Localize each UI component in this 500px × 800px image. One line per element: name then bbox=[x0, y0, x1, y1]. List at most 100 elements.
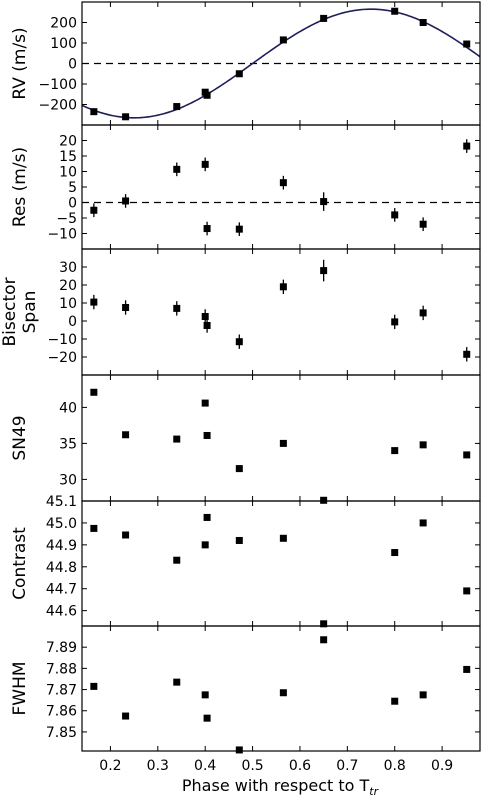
res-ytick-label: −10 bbox=[47, 227, 77, 243]
bis-ytick-label: 10 bbox=[59, 296, 77, 312]
x-tick-label: 0.9 bbox=[431, 758, 453, 774]
fwhm-data-point bbox=[173, 678, 181, 686]
res-data-point bbox=[235, 225, 243, 233]
rv-data-point bbox=[173, 103, 181, 111]
res-ytick-label: 20 bbox=[59, 134, 77, 150]
bis-data-point bbox=[201, 313, 209, 320]
res-data-point bbox=[203, 225, 211, 233]
fwhm-data-point bbox=[201, 691, 209, 699]
rv-data-point bbox=[463, 40, 471, 48]
x-axis-label-main: Phase with respect to T bbox=[182, 776, 370, 795]
con-data-point bbox=[203, 513, 211, 521]
con-data-point bbox=[279, 534, 287, 542]
con-ytick-label: 44.7 bbox=[46, 582, 77, 598]
sn-data-point bbox=[235, 465, 243, 473]
fwhm-ytick-label: 7.87 bbox=[46, 683, 77, 699]
res-data-point bbox=[122, 197, 130, 205]
bis-ytick-label: 20 bbox=[59, 278, 77, 294]
res-data-point bbox=[201, 160, 209, 168]
x-tick-label: 0.4 bbox=[194, 758, 216, 774]
sn-data-point bbox=[391, 447, 399, 455]
fwhm-data-point bbox=[279, 689, 287, 697]
x-tick-label: 0.3 bbox=[147, 758, 169, 774]
sn-data-point bbox=[320, 496, 328, 504]
rv-ytick-label: −200 bbox=[39, 98, 77, 114]
con-ytick-label: 45.1 bbox=[46, 494, 77, 510]
res-y-axis-label: Res (m/s) bbox=[10, 147, 30, 227]
sn-data-point bbox=[203, 431, 211, 439]
bis-data-point bbox=[279, 283, 287, 291]
bis-data-point bbox=[419, 309, 427, 317]
bis-ytick-label: 0 bbox=[68, 314, 77, 330]
panel-bis: −20 −10 0 10 20 30 Bisector Span bbox=[0, 248, 481, 376]
sn-data-point bbox=[173, 435, 181, 443]
panel-sn: 30 35 40 SN49 bbox=[10, 374, 481, 504]
fwhm-ytick-label: 7.86 bbox=[46, 704, 77, 720]
x-axis: 0.2 0.3 0.4 0.5 0.6 0.7 0.8 0.9 bbox=[99, 758, 453, 774]
x-tick-label: 0.2 bbox=[99, 758, 121, 774]
res-ytick-label: 15 bbox=[59, 149, 77, 165]
fwhm-ytick-label: 7.89 bbox=[46, 640, 77, 656]
rv-ytick-label: −100 bbox=[39, 77, 77, 93]
con-data-point bbox=[463, 587, 471, 595]
rv-ytick-label: 100 bbox=[50, 36, 77, 52]
res-data-point bbox=[173, 165, 181, 173]
fwhm-data-point bbox=[320, 636, 328, 644]
sn-ytick-label: 35 bbox=[59, 436, 77, 452]
rv-data-point bbox=[391, 7, 399, 15]
res-data-point bbox=[463, 142, 471, 150]
sn-frame bbox=[81, 374, 481, 502]
con-data-point bbox=[122, 531, 130, 539]
bis-data-point bbox=[90, 298, 98, 306]
con-y-axis-label: Contrast bbox=[10, 527, 30, 600]
sn-data-point bbox=[279, 439, 287, 447]
res-data-point bbox=[320, 198, 328, 206]
sn-data-point bbox=[122, 431, 130, 439]
x-axis-label-sub: tr bbox=[369, 785, 379, 798]
fwhm-data-point bbox=[391, 697, 399, 705]
x-tick-label: 0.5 bbox=[241, 758, 263, 774]
res-data-point bbox=[419, 220, 427, 228]
con-data-point bbox=[173, 556, 181, 564]
res-data-point bbox=[279, 179, 287, 187]
sn-data-point bbox=[201, 399, 209, 407]
bis-data-point bbox=[235, 338, 243, 346]
bis-y-axis-label: Span bbox=[20, 291, 40, 334]
fwhm-frame bbox=[81, 625, 481, 752]
bis-data-point bbox=[173, 304, 181, 312]
con-ytick-label: 44.9 bbox=[46, 538, 77, 554]
fwhm-data-point bbox=[203, 714, 211, 722]
res-ytick-label: −5 bbox=[56, 211, 77, 227]
fwhm-ytick-label: 7.85 bbox=[46, 725, 77, 741]
con-ytick-label: 45.0 bbox=[46, 516, 77, 532]
bis-data-point bbox=[203, 322, 211, 329]
bis-data-point bbox=[122, 304, 130, 311]
fwhm-data-point bbox=[235, 746, 243, 754]
bis-ytick-label: −10 bbox=[47, 332, 77, 348]
bis-data-point bbox=[391, 318, 399, 326]
res-ytick-label: 0 bbox=[68, 196, 77, 212]
res-data-point bbox=[90, 206, 98, 214]
bis-ytick-label: 30 bbox=[59, 260, 77, 276]
con-ytick-label: 44.8 bbox=[46, 560, 77, 576]
fwhm-data-point bbox=[463, 665, 471, 673]
fwhm-data-point bbox=[90, 682, 98, 690]
res-ytick-label: 5 bbox=[68, 180, 77, 196]
x-tick-label: 0.8 bbox=[384, 758, 406, 774]
panel-rv: −200 −100 0 100 200 RV (m/s) bbox=[10, 1, 481, 126]
sn-ytick-label: 30 bbox=[59, 472, 77, 488]
sn-y-axis-label: SN49 bbox=[10, 415, 30, 460]
con-data-point bbox=[201, 541, 209, 549]
bis-data-point bbox=[463, 350, 471, 358]
rv-ytick-label: 200 bbox=[50, 16, 77, 32]
sn-data-point bbox=[90, 388, 98, 396]
rv-data-point bbox=[320, 14, 328, 22]
fwhm-ytick-label: 7.88 bbox=[46, 661, 77, 677]
rv-data-point bbox=[279, 36, 287, 44]
rv-data-point bbox=[90, 108, 98, 116]
x-tick-label: 0.7 bbox=[336, 758, 358, 774]
bis-ytick-label: −20 bbox=[47, 350, 77, 366]
fwhm-data-point bbox=[419, 691, 427, 699]
